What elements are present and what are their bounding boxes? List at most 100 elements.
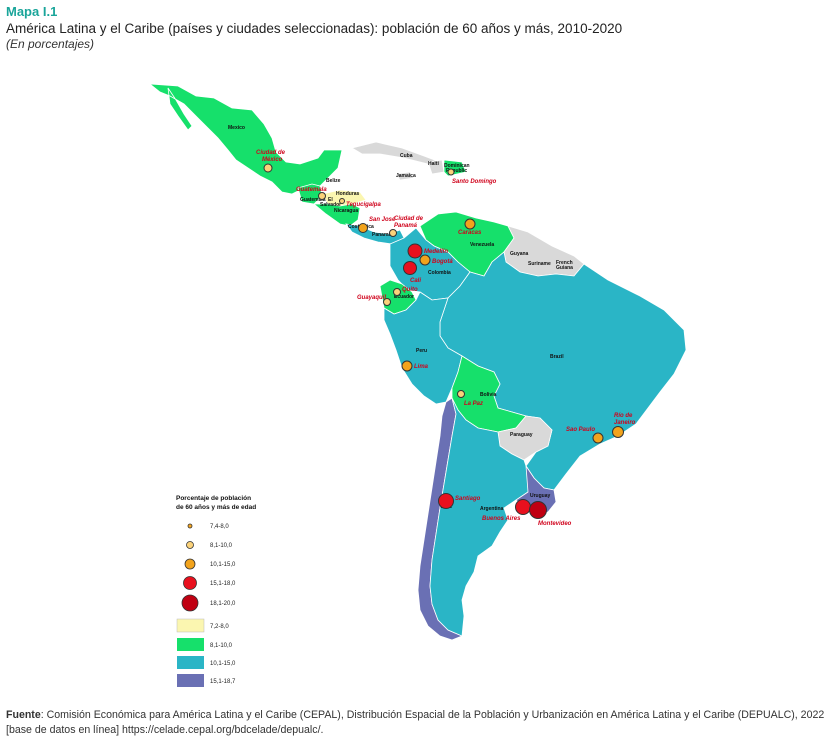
country-shapes [148, 83, 687, 641]
legend-title-2: de 60 años y más de edad [176, 504, 256, 511]
legend-country-label-1: 7,2-8,0 [210, 624, 229, 630]
marker-guatemala-city [318, 192, 326, 200]
label-city-rio-2: Janeiro [614, 420, 636, 426]
legend-city-label-2: 8,1-10,0 [210, 543, 233, 549]
label-city-caracas: Caracas [458, 230, 482, 236]
label-city-santo-domingo: Santo Domingo [452, 179, 497, 185]
marker-tegucigalpa [339, 198, 345, 204]
legend-country-swatch-2 [177, 638, 204, 651]
legend-country-swatch-3 [177, 656, 204, 669]
label-city-quito: Quito [402, 287, 418, 293]
city-labels: Ciudad de México Guatemala Tegucigalpa S… [256, 150, 636, 527]
label-city-san-jose: San José [369, 217, 396, 223]
legend-city-label-1: 7,4-8,0 [210, 524, 229, 530]
legend-country-label-2: 8,1-10,0 [210, 643, 233, 649]
map-subtitle: (En porcentajes) [6, 37, 95, 51]
label-guiana: Guiana [556, 265, 573, 271]
label-city-guayaquil: Guayaquil [357, 295, 386, 301]
map-header: Mapa I.1 América Latina y el Caribe (paí… [6, 4, 826, 52]
map-number: Mapa I.1 [6, 4, 58, 19]
marker-quito [393, 288, 401, 296]
marker-caracas [464, 218, 476, 230]
label-city-buenos-aires: Buenos Aires [482, 516, 521, 522]
country-mexico [148, 83, 343, 195]
legend-city-swatch-1 [187, 523, 193, 529]
marker-panama-city [389, 229, 397, 237]
marker-mexico-city [263, 163, 273, 173]
label-guatemala: Guatemala [300, 197, 326, 203]
label-salvador: Salvador [320, 202, 341, 208]
label-haiti: Haiti [428, 161, 439, 167]
marker-san-jose [358, 223, 368, 233]
label-argentina: Argentina [480, 506, 504, 512]
label-belize: Belize [326, 178, 341, 184]
map-legend: Porcentaje de población de 60 años y más… [176, 495, 256, 687]
marker-lima [401, 360, 413, 372]
marker-montevideo [529, 501, 547, 519]
source-note: Fuente: Comisión Económica para América … [6, 708, 831, 738]
marker-medellin [407, 243, 423, 259]
country-argentina [429, 397, 535, 637]
label-uruguay: Uruguay [530, 493, 551, 499]
legend-country-label-3: 10,1-15,0 [210, 661, 236, 667]
label-city-lima: Lima [414, 364, 429, 370]
label-jamaica: Jamaica [396, 173, 416, 179]
legend-city-swatch-4 [183, 576, 197, 590]
country-cuba [350, 141, 442, 165]
source-text: : Comisión Económica para América Latina… [6, 709, 825, 736]
legend-city-label-3: 10,1-15,0 [210, 562, 236, 568]
marker-buenos-aires [515, 499, 531, 515]
legend-country-swatch-4 [177, 674, 204, 687]
city-markers [263, 163, 624, 519]
label-city-santiago: Santiago [455, 496, 481, 502]
legend-title-1: Porcentaje de población [176, 495, 251, 502]
label-city-cali: Cali [410, 278, 421, 284]
marker-cali [403, 261, 417, 275]
label-city-sao-paulo: Sao Paulo [566, 427, 595, 433]
label-city-medellin: Medellín [424, 249, 448, 255]
label-city-tegucigalpa: Tegucigalpa [346, 202, 381, 208]
label-city-rio-1: Río de [614, 413, 633, 419]
label-mexico: Mexico [228, 125, 245, 131]
legend-city-swatch-5 [181, 594, 199, 612]
label-paraguay: Paraguay [510, 432, 533, 438]
country-jamaica [395, 171, 415, 181]
label-city-panama-1: Ciudad de [394, 216, 424, 222]
label-honduras: Honduras [336, 191, 360, 197]
source-label: Fuente [6, 709, 41, 721]
marker-rio-de-janeiro [612, 426, 624, 438]
label-french: French [556, 260, 573, 266]
legend-country-swatch-1 [176, 618, 205, 633]
legend-city-swatch-3 [184, 558, 196, 570]
label-nicaragua: Nicaragua [334, 208, 358, 214]
label-city-panama-2: Panamá [394, 223, 418, 229]
map-title: América Latina y el Caribe (países y ciu… [6, 21, 623, 36]
label-city-mexico-2: México [262, 157, 283, 163]
label-peru: Peru [416, 348, 427, 354]
label-cuba: Cuba [400, 153, 413, 159]
label-guyana: Guyana [510, 251, 529, 257]
marker-guayaquil [383, 298, 391, 306]
legend-city-label-5: 18,1-20,0 [210, 601, 236, 607]
label-bolivia: Bolivia [480, 392, 497, 398]
label-brazil: Brazil [550, 354, 564, 360]
label-ecuador: Ecuador [394, 294, 414, 300]
label-venezuela: Venezuela [470, 242, 494, 248]
label-dominican: Dominican [444, 163, 470, 169]
label-el: El [328, 197, 333, 203]
marker-la-paz [457, 390, 465, 398]
marker-santo-domingo [447, 168, 455, 176]
marker-santiago [438, 493, 454, 509]
marker-bogota [419, 254, 431, 266]
label-suriname: Suriname [528, 261, 551, 267]
legend-country-label-4: 15,1-18,7 [210, 679, 236, 685]
label-colombia: Colombia [428, 270, 451, 276]
label-city-la-paz: La Paz [464, 401, 483, 407]
label-republic: Republic [446, 168, 467, 174]
country-central-america [312, 203, 361, 227]
marker-sao-paulo [592, 432, 604, 444]
label-city-guatemala: Guatemala [296, 187, 327, 193]
legend-city-label-4: 15,1-18,0 [210, 581, 236, 587]
label-city-montevideo: Montevideo [538, 521, 572, 527]
